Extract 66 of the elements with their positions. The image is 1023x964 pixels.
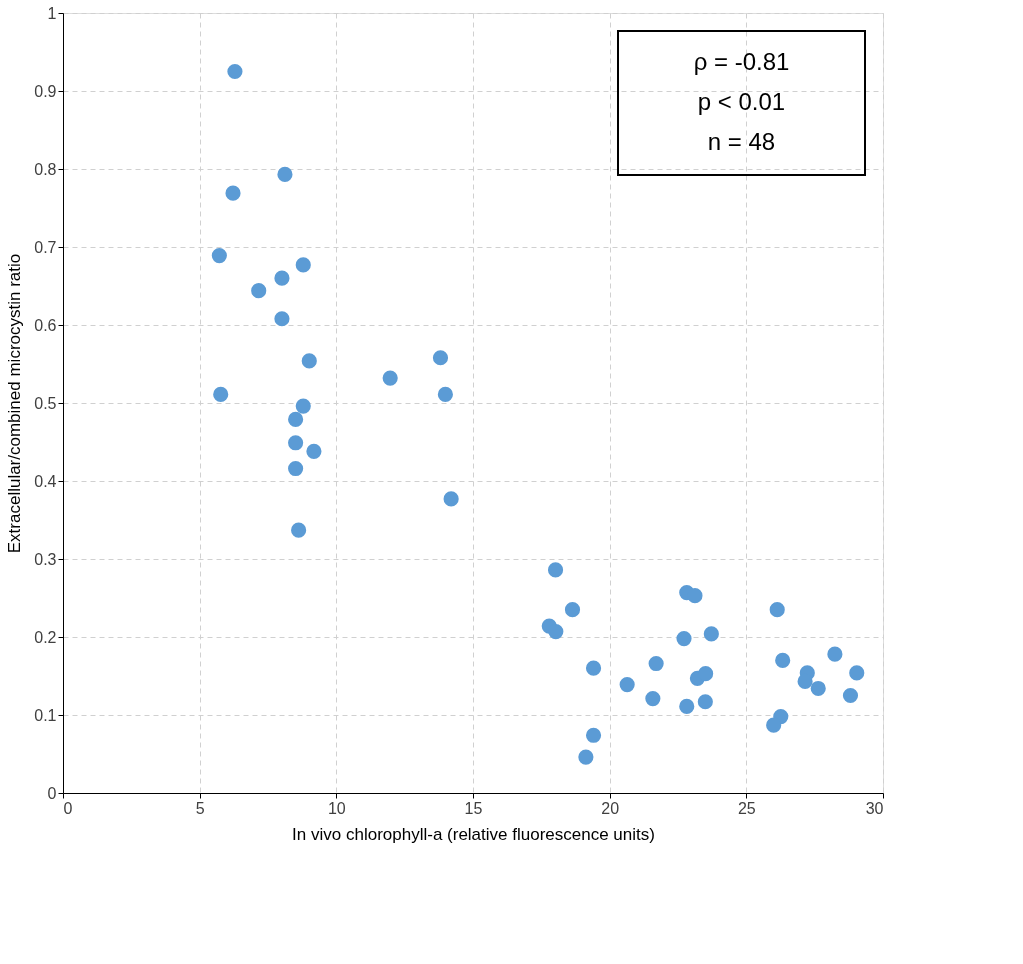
point [766, 717, 782, 733]
point [274, 270, 290, 286]
y-tick-label: 0 [47, 784, 57, 802]
point [382, 370, 398, 386]
point [437, 386, 453, 402]
y-tick-label: 0.2 [34, 628, 57, 646]
x-tick-label: 10 [327, 799, 346, 817]
point [295, 257, 311, 273]
x-tick-label: 15 [464, 799, 483, 817]
point [842, 687, 859, 704]
point [769, 602, 785, 618]
point [288, 435, 304, 451]
point [306, 443, 322, 459]
point [291, 522, 307, 538]
point [301, 353, 317, 369]
point [698, 666, 714, 682]
point [213, 386, 229, 402]
point [443, 491, 459, 507]
point [687, 588, 703, 604]
point [827, 646, 843, 662]
y-tick-label: 0.4 [34, 472, 57, 490]
y-tick-label: 1 [47, 4, 57, 22]
y-tick-label: 0.7 [34, 238, 57, 256]
point [703, 626, 719, 642]
point [797, 673, 813, 690]
point [211, 248, 227, 264]
x-tick-label: 20 [601, 799, 620, 817]
point [295, 398, 311, 414]
point [585, 727, 602, 743]
x-tick-label: 5 [195, 799, 205, 817]
point [288, 411, 304, 427]
annotation: ρ = -0.81 [693, 48, 790, 75]
y-tick-label: 0.5 [34, 394, 57, 412]
point [288, 460, 304, 477]
y-axis-title: Extracellular/combined microcystin ratio [5, 253, 25, 554]
x-axis-title: In vivo chlorophyll-a (relative fluorescence units) [292, 824, 655, 844]
x-tick-label: 30 [865, 799, 884, 817]
y-tick-label: 0.9 [34, 82, 57, 100]
point [648, 655, 664, 672]
point [775, 652, 791, 668]
point [251, 283, 267, 299]
annotation: n = 48 [707, 128, 776, 155]
point [810, 680, 826, 697]
point [578, 749, 594, 765]
point [227, 63, 243, 80]
annotation: p < 0.01 [697, 88, 786, 115]
point [645, 691, 661, 707]
y-tick-label: 0.8 [34, 160, 57, 178]
point [564, 602, 581, 618]
point [697, 694, 713, 710]
y-tick-label: 0.1 [34, 706, 57, 724]
point [432, 350, 449, 366]
point [849, 665, 865, 681]
point [225, 185, 241, 201]
x-tick-label: 0 [63, 799, 73, 817]
y-tick-label: 0.3 [34, 550, 57, 568]
point [547, 562, 564, 578]
y-tick-label: 0.6 [34, 316, 57, 334]
point [585, 660, 602, 676]
point [274, 311, 290, 327]
x-tick-label: 25 [737, 799, 756, 817]
point [619, 677, 635, 693]
point [548, 623, 564, 640]
point [676, 630, 692, 647]
point [679, 698, 695, 714]
point [277, 166, 293, 183]
